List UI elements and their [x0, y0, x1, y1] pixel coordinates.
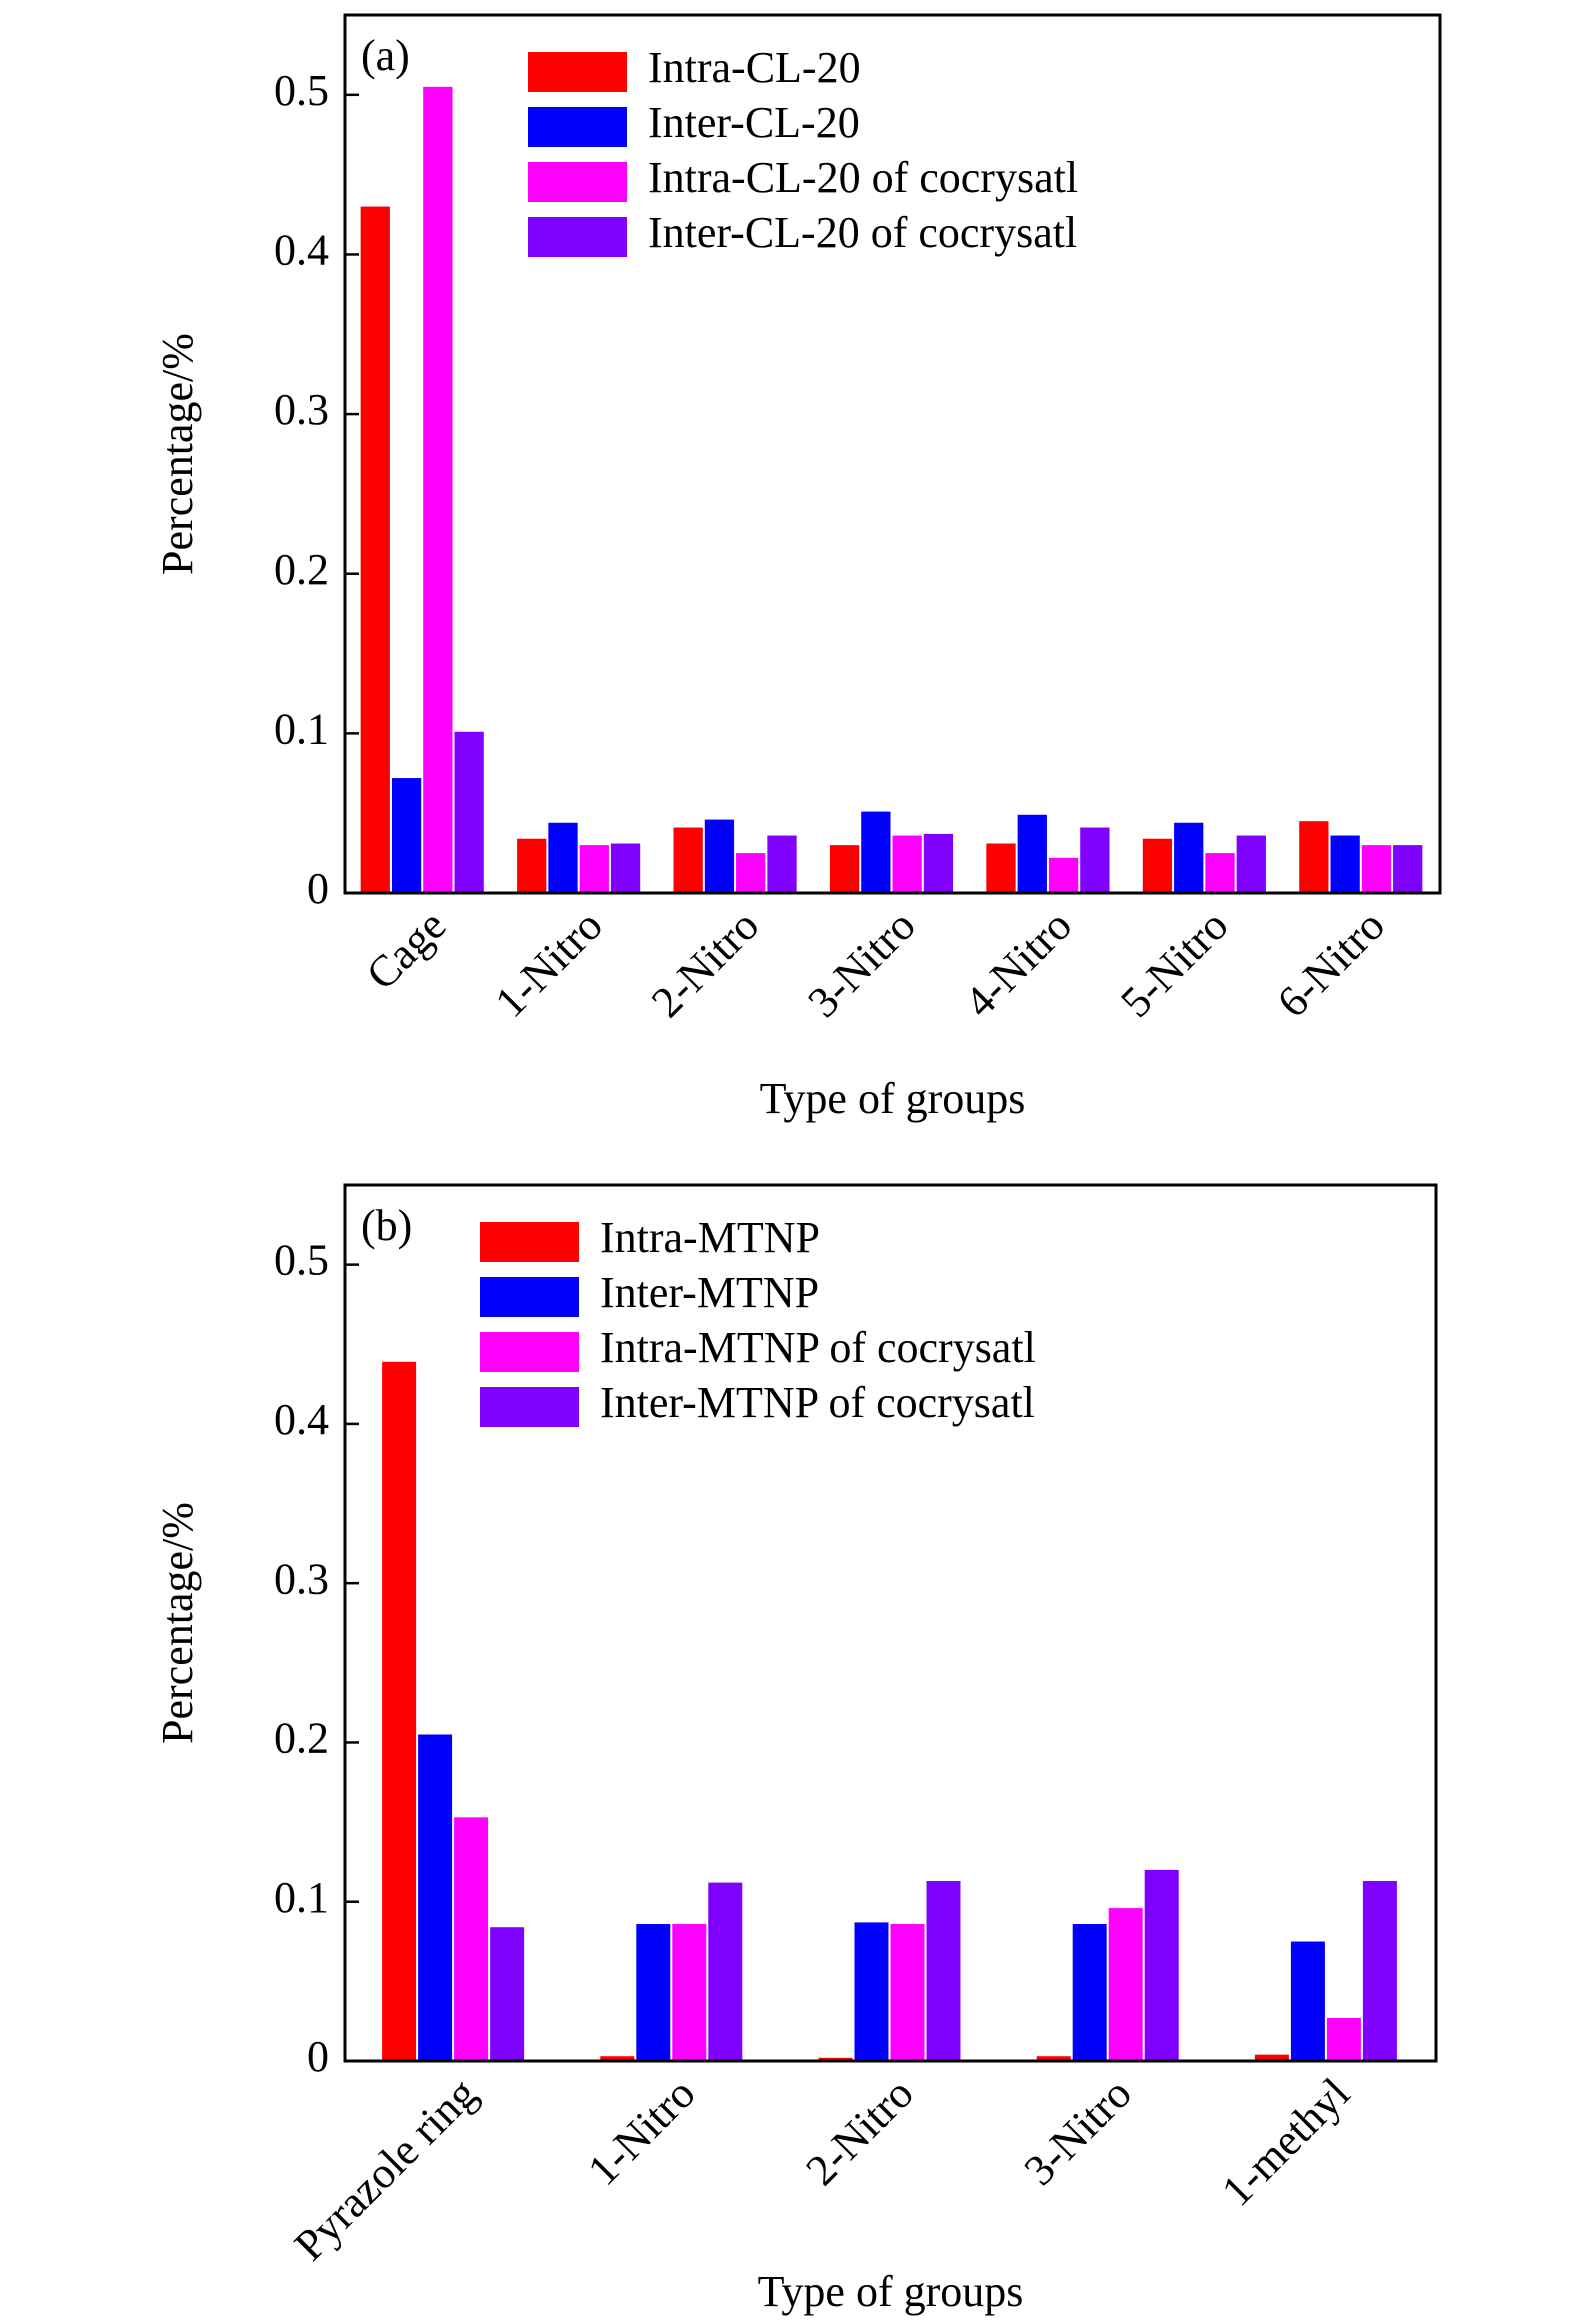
bar	[923, 833, 954, 893]
y-tick-label: 0.2	[274, 545, 329, 594]
bar	[418, 1734, 453, 2061]
bar	[548, 822, 578, 893]
bar	[1362, 1881, 1397, 2061]
legend-label: Inter-CL-20	[648, 98, 860, 147]
bar	[861, 811, 891, 893]
plot-frame	[343, 13, 1442, 895]
bar	[579, 845, 609, 893]
bar	[1142, 838, 1173, 893]
bar	[1254, 2054, 1289, 2061]
legend-label: Inter-MTNP	[600, 1268, 819, 1317]
x-tick-label: 4-Nitro	[955, 901, 1081, 1027]
bar	[391, 778, 422, 893]
legend-swatch	[528, 217, 627, 257]
bar	[490, 1927, 525, 2061]
bar	[423, 86, 453, 893]
bar	[890, 1924, 925, 2061]
legend-label: Inter-MTNP of cocrysatl	[600, 1378, 1035, 1427]
bar	[818, 2057, 853, 2061]
bar	[454, 731, 484, 893]
bar	[926, 1881, 961, 2061]
x-tick-label: 6-Nitro	[1268, 901, 1394, 1027]
legend-swatch	[528, 107, 627, 147]
bar	[360, 206, 390, 894]
bar	[600, 2056, 635, 2061]
y-tick-label: 0.2	[274, 1714, 329, 1763]
bar	[704, 819, 735, 893]
bar	[1236, 835, 1266, 893]
x-tick-label: 3-Nitro	[798, 901, 924, 1027]
bar	[1144, 1869, 1179, 2061]
bar	[854, 1922, 889, 2061]
bar	[1393, 845, 1423, 893]
legend-swatch	[528, 162, 627, 202]
bar	[1290, 1941, 1325, 2061]
y-tick-label: 0.3	[274, 385, 329, 434]
y-tick-label: 0.1	[274, 704, 329, 753]
bar	[1361, 845, 1392, 893]
y-tick-label: 0.5	[274, 66, 329, 115]
x-tick-label: 1-Nitro	[578, 2069, 704, 2195]
x-tick-label: 2-Nitro	[796, 2069, 922, 2195]
bar	[1108, 1908, 1143, 2061]
y-tick-label: 0.1	[274, 1873, 329, 1922]
bar	[610, 843, 641, 893]
bar	[1036, 2056, 1071, 2061]
x-tick-label: Cage	[357, 901, 456, 1000]
bar	[517, 838, 547, 893]
bar	[1174, 822, 1204, 893]
y-tick-label: 0	[307, 2032, 329, 2081]
y-axis-label: Percentage/%	[153, 333, 202, 575]
y-tick-label: 0.5	[274, 1236, 329, 1285]
x-tick-label: 5-Nitro	[1111, 901, 1237, 1027]
legend-swatch	[480, 1332, 579, 1372]
y-tick-label: 0	[307, 864, 329, 913]
bar	[673, 827, 703, 893]
bar	[672, 1924, 707, 2061]
y-tick-label: 0.3	[274, 1554, 329, 1603]
x-axis-label: Type of groups	[760, 1074, 1026, 1123]
bar	[767, 835, 797, 893]
x-tick-label: Pyrazole ring	[285, 2069, 486, 2270]
x-tick-label: 1-Nitro	[486, 901, 612, 1027]
legend-swatch	[528, 52, 627, 92]
bar	[1299, 821, 1329, 893]
legend-swatch	[480, 1387, 579, 1427]
plot-frame	[343, 1183, 1438, 2063]
legend-label: Inter-CL-20 of cocrysatl	[648, 208, 1077, 257]
legend-swatch	[480, 1222, 579, 1262]
bar	[1080, 827, 1110, 893]
bar	[454, 1817, 489, 2061]
x-tick-label: 1-methyl	[1212, 2069, 1359, 2216]
y-axis-label: Percentage/%	[153, 1502, 202, 1744]
legend-label: Intra-CL-20 of cocrysatl	[648, 153, 1078, 202]
bar	[1326, 2017, 1361, 2061]
bar	[1205, 853, 1235, 893]
bar	[382, 1361, 417, 2061]
panel-label: (b)	[361, 1201, 412, 1250]
panel-label: (a)	[361, 31, 410, 80]
legend-label: Intra-MTNP of cocrysatl	[600, 1323, 1036, 1372]
x-axis-label: Type of groups	[758, 2267, 1024, 2316]
bar	[1017, 814, 1047, 893]
legend-swatch	[480, 1277, 579, 1317]
x-tick-label: 2-Nitro	[642, 901, 768, 1027]
legend-label: Intra-CL-20	[648, 43, 861, 92]
y-tick-label: 0.4	[274, 1395, 329, 1444]
bar	[1048, 857, 1079, 893]
bar	[1330, 835, 1360, 893]
bar	[1072, 1924, 1107, 2061]
y-tick-label: 0.4	[274, 226, 329, 275]
bar	[708, 1882, 743, 2061]
bar	[829, 845, 860, 893]
legend-label: Intra-MTNP	[600, 1213, 820, 1262]
bar	[986, 843, 1016, 893]
bar	[736, 853, 766, 893]
bar	[636, 1924, 671, 2061]
bar	[892, 835, 922, 893]
x-tick-label: 3-Nitro	[1015, 2069, 1141, 2195]
